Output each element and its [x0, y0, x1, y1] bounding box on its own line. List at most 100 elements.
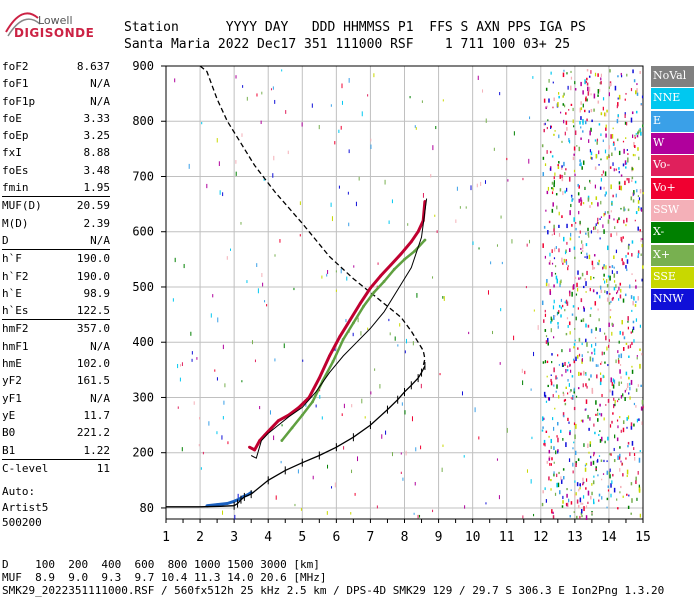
noise-dot [573, 153, 575, 156]
noise-dot [557, 482, 560, 488]
noise-dot [573, 422, 576, 426]
noise-dot [613, 487, 616, 493]
noise-dot [591, 491, 593, 496]
noise-dot [557, 437, 559, 443]
noise-dot [641, 421, 643, 425]
noise-dot [572, 470, 574, 474]
noise-dot [569, 515, 571, 518]
noise-dot [496, 244, 498, 247]
noise-dot [635, 300, 637, 304]
noise-dot [576, 482, 579, 487]
noise-dot [432, 145, 434, 151]
noise-dot [388, 318, 390, 322]
noise-dot [621, 238, 623, 243]
noise-dot [582, 90, 584, 95]
noise-dot [376, 505, 378, 509]
trace-point [297, 406, 301, 409]
noise-dot [631, 498, 633, 503]
noise-dot [565, 259, 567, 263]
noise-dot [221, 435, 223, 440]
noise-dot [632, 199, 635, 203]
noise-dot [640, 406, 643, 411]
noise-dot [550, 378, 552, 382]
param-row-foe: foE 3.33 [2, 110, 110, 127]
noise-dot [346, 276, 348, 281]
noise-dot [542, 426, 544, 429]
noise-dot [598, 493, 601, 497]
noise-dot [580, 126, 582, 129]
noise-dot [566, 488, 568, 491]
trace-point [399, 252, 403, 256]
noise-dot [631, 253, 633, 257]
noise-dot [340, 268, 342, 274]
noise-dot [600, 112, 603, 116]
noise-dot [633, 453, 636, 457]
trace-point [338, 335, 342, 339]
noise-dot [579, 497, 582, 503]
noise-dot [565, 168, 567, 171]
noise-dot [564, 301, 566, 304]
noise-dot [553, 182, 555, 188]
noise-dot [399, 323, 401, 327]
noise-dot [610, 134, 612, 139]
noise-dot [326, 511, 328, 515]
param-row-fof2: foF2 8.637 [2, 58, 110, 75]
noise-dot [327, 269, 329, 275]
noise-dot [631, 309, 633, 312]
noise-dot [587, 91, 590, 96]
noise-dot [543, 128, 545, 133]
x-tick-label: 5 [298, 530, 306, 545]
noise-dot [628, 392, 630, 395]
noise-dot [574, 493, 576, 498]
param-name: hmF1 [2, 339, 29, 353]
noise-dot [580, 199, 583, 204]
noise-dot [609, 316, 611, 319]
noise-dot [623, 206, 625, 212]
noise-dot [561, 215, 563, 219]
noise-dot [598, 318, 600, 322]
noise-dot [567, 379, 569, 382]
noise-dot [614, 434, 616, 439]
noise-dot [592, 480, 595, 485]
noise-dot [594, 352, 596, 355]
param-name: foF1p [2, 94, 36, 108]
noise-dot [569, 363, 571, 367]
noise-dot [556, 311, 559, 316]
noise-dot [326, 273, 328, 277]
noise-dot [620, 460, 622, 463]
noise-dot [554, 272, 557, 275]
noise-dot [575, 395, 578, 398]
noise-dot [558, 471, 560, 475]
noise-dot [591, 511, 593, 515]
noise-dot [573, 406, 576, 411]
noise-dot [601, 478, 603, 481]
noise-dot [226, 256, 228, 260]
noise-dot [574, 450, 577, 455]
param-row-hmf1: hmF1 N/A [2, 338, 110, 355]
noise-dot [586, 252, 588, 256]
noise-dot [594, 431, 596, 435]
noise-dot [586, 82, 589, 86]
x-tick-label: 9 [435, 530, 443, 545]
noise-dot [402, 477, 404, 481]
noise-dot [633, 141, 635, 147]
legend-item-w: W [651, 133, 694, 155]
noise-dot [351, 469, 353, 474]
noise-dot [550, 316, 552, 321]
noise-dot [597, 458, 599, 463]
noise-dot [558, 95, 560, 99]
noise-dot [602, 97, 605, 101]
noise-dot [626, 178, 628, 181]
legend-item-noval: NoVal [651, 66, 694, 87]
noise-dot [574, 88, 577, 91]
noise-dot [569, 390, 571, 393]
noise-dot [605, 112, 607, 117]
noise-dot [617, 357, 620, 362]
noise-dot [599, 88, 601, 92]
noise-dot [531, 436, 533, 440]
noise-dot [246, 280, 248, 284]
noise-dot [556, 278, 559, 284]
noise-dot [327, 464, 329, 469]
noise-dot [601, 174, 603, 176]
noise-dot [550, 328, 552, 333]
